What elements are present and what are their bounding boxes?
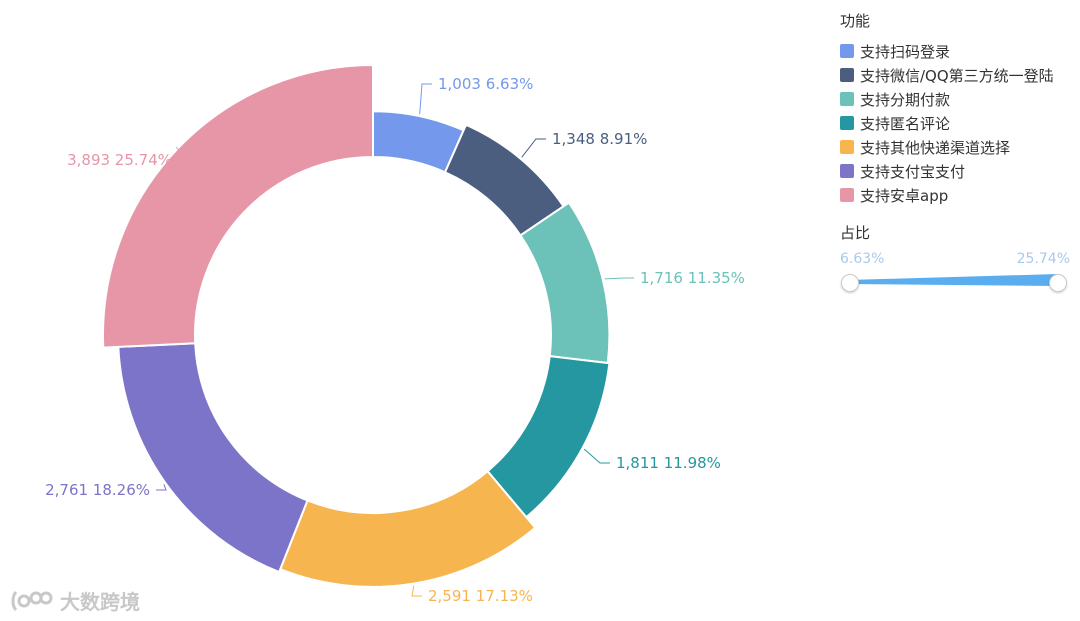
visual-map-track[interactable] bbox=[840, 273, 1070, 295]
visual-map-max-handle[interactable] bbox=[1049, 274, 1067, 292]
watermark: 大数跨境 bbox=[10, 586, 140, 615]
data-label: 2,761 18.26% bbox=[45, 481, 150, 499]
legend-swatch bbox=[840, 68, 854, 82]
donut-slice[interactable] bbox=[519, 201, 611, 365]
donut-slice[interactable] bbox=[278, 469, 537, 588]
legend-title: 功能 bbox=[840, 12, 871, 30]
visual-map-min-handle[interactable] bbox=[841, 274, 859, 292]
legend-label: 支持扫码登录 bbox=[860, 42, 951, 61]
label-leader-line bbox=[521, 138, 546, 158]
label-leader-line bbox=[604, 277, 634, 280]
legend-label: 支持微信/QQ第三方统一登陆 bbox=[860, 66, 1054, 85]
visual-map-title: 占比 bbox=[840, 224, 871, 242]
legend-item-scan-login[interactable]: 支持扫码登录 bbox=[840, 39, 1054, 63]
legend-swatch bbox=[840, 188, 854, 202]
legend-item-installment[interactable]: 支持分期付款 bbox=[840, 87, 1054, 111]
label-leader-line bbox=[419, 83, 432, 115]
label-leader-line bbox=[583, 448, 610, 464]
legend-swatch bbox=[840, 92, 854, 106]
visual-map-min-label: 6.63% bbox=[840, 251, 885, 267]
legend-item-android-app[interactable]: 支持安卓app bbox=[840, 183, 1054, 207]
legend-item-alipay[interactable]: 支持支付宝支付 bbox=[840, 159, 1054, 183]
legend-item-wechat-qq-login[interactable]: 支持微信/QQ第三方统一登陆 bbox=[840, 63, 1054, 87]
visual-map-labels: 6.63% 25.74% bbox=[840, 251, 1070, 273]
legend-item-anonymous-review[interactable]: 支持匿名评论 bbox=[840, 111, 1054, 135]
data-label: 1,716 11.35% bbox=[640, 269, 745, 287]
data-label: 1,003 6.63% bbox=[438, 75, 533, 93]
legend-label: 支持安卓app bbox=[860, 186, 949, 205]
visual-map-bar bbox=[848, 274, 1058, 286]
legend: 功能 支持扫码登录 支持微信/QQ第三方统一登陆 支持分期付款 支持匿名评论 支… bbox=[840, 10, 1054, 207]
legend-swatch bbox=[840, 116, 854, 130]
data-label: 3,893 25.74% bbox=[67, 151, 172, 169]
donut-slice[interactable] bbox=[117, 342, 309, 574]
legend-swatch bbox=[840, 44, 854, 58]
watermark-logo-icon bbox=[11, 590, 53, 611]
label-leader-line bbox=[175, 146, 190, 161]
visual-map: 占比 6.63% 25.74% bbox=[840, 222, 1070, 295]
watermark-text: 大数跨境 bbox=[60, 590, 140, 614]
label-leader-line bbox=[156, 484, 167, 491]
legend-label: 支持支付宝支付 bbox=[860, 162, 966, 181]
data-label: 1,348 8.91% bbox=[552, 130, 647, 148]
legend-label: 支持分期付款 bbox=[860, 90, 951, 109]
visual-map-max-label: 25.74% bbox=[1016, 251, 1070, 267]
legend-swatch bbox=[840, 164, 854, 178]
donut-slice[interactable] bbox=[102, 63, 374, 349]
legend-label: 支持其他快递渠道选择 bbox=[860, 138, 1011, 157]
data-label: 2,591 17.13% bbox=[428, 587, 533, 605]
label-leader-line bbox=[411, 585, 422, 597]
legend-item-courier-choice[interactable]: 支持其他快递渠道选择 bbox=[840, 135, 1054, 159]
legend-label: 支持匿名评论 bbox=[860, 114, 951, 133]
legend-swatch bbox=[840, 140, 854, 154]
data-label: 1,811 11.98% bbox=[616, 454, 721, 472]
